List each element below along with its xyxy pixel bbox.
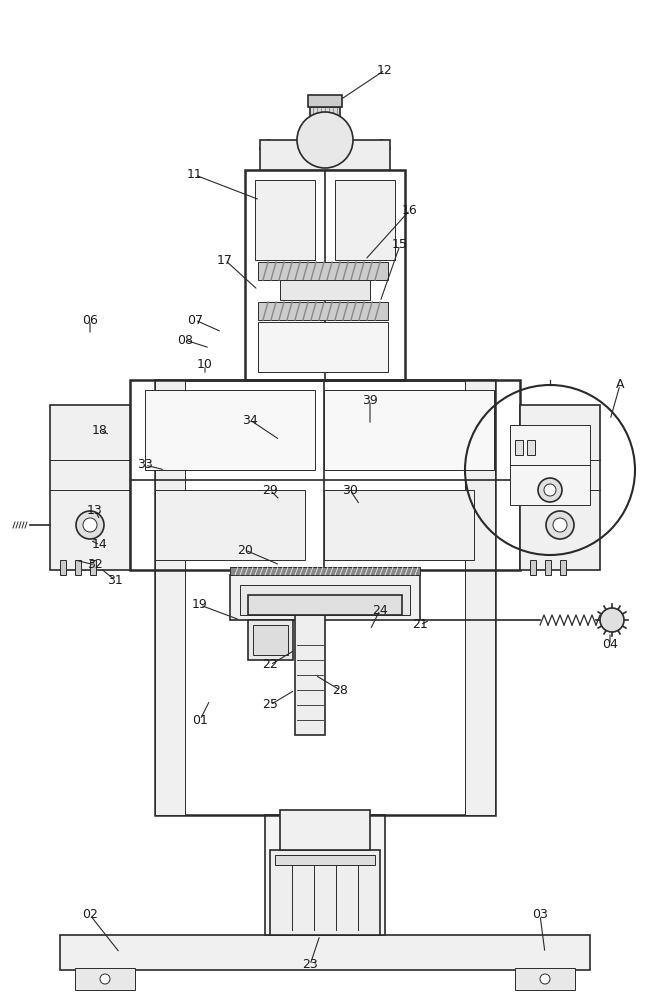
Text: 19: 19 <box>192 598 208 611</box>
Text: 13: 13 <box>87 504 103 516</box>
Text: 23: 23 <box>302 958 318 972</box>
Bar <box>90 560 96 575</box>
Bar <box>308 95 342 107</box>
Text: 20: 20 <box>237 544 253 556</box>
Bar <box>515 440 523 455</box>
Bar <box>245 170 405 380</box>
Circle shape <box>546 511 574 539</box>
Text: 22: 22 <box>262 658 278 672</box>
Text: 06: 06 <box>82 314 98 326</box>
Text: 02: 02 <box>82 908 98 922</box>
Text: 01: 01 <box>192 714 208 726</box>
Circle shape <box>76 511 104 539</box>
Bar <box>60 935 590 970</box>
Text: 15: 15 <box>392 238 408 251</box>
Text: 08: 08 <box>177 334 193 347</box>
Bar <box>324 390 494 470</box>
Text: 21: 21 <box>412 618 428 632</box>
Circle shape <box>297 112 353 168</box>
Text: 12: 12 <box>377 64 393 77</box>
Text: 11: 11 <box>187 168 203 182</box>
Text: 07: 07 <box>187 314 203 326</box>
Text: 34: 34 <box>242 414 258 426</box>
Bar <box>530 560 536 575</box>
Text: 04: 04 <box>602 639 618 652</box>
Bar <box>520 405 600 570</box>
Bar <box>75 968 135 990</box>
Text: 25: 25 <box>262 698 278 712</box>
Bar <box>255 180 315 260</box>
Circle shape <box>538 478 562 502</box>
Text: 33: 33 <box>137 458 153 472</box>
Circle shape <box>100 974 110 984</box>
Bar <box>258 322 388 372</box>
Bar <box>335 180 395 260</box>
Circle shape <box>83 518 97 532</box>
Text: 31: 31 <box>107 574 123 586</box>
Bar <box>510 425 590 505</box>
Bar <box>275 855 375 865</box>
Bar <box>240 585 410 615</box>
Text: 16: 16 <box>402 204 418 217</box>
Text: 03: 03 <box>532 908 548 922</box>
Bar <box>527 440 535 455</box>
Bar <box>560 560 566 575</box>
Bar <box>253 625 288 655</box>
Bar <box>145 390 315 470</box>
Bar <box>545 560 551 575</box>
Text: 18: 18 <box>92 424 108 436</box>
Bar <box>50 405 130 570</box>
Text: 32: 32 <box>87 558 103 572</box>
Circle shape <box>553 518 567 532</box>
Circle shape <box>540 974 550 984</box>
Bar <box>230 567 420 575</box>
Circle shape <box>600 608 624 632</box>
Circle shape <box>544 484 556 496</box>
Bar <box>465 380 495 815</box>
Bar <box>130 380 520 570</box>
Bar <box>310 107 340 142</box>
Bar <box>280 810 370 850</box>
Bar <box>260 140 390 170</box>
Text: 17: 17 <box>217 253 233 266</box>
Bar <box>265 815 385 935</box>
Bar <box>155 380 185 815</box>
Bar <box>258 262 388 280</box>
Bar <box>155 380 495 815</box>
Bar <box>248 595 402 615</box>
Bar <box>280 280 370 300</box>
Bar <box>230 575 420 620</box>
Text: 28: 28 <box>332 684 348 696</box>
Text: 39: 39 <box>362 393 378 406</box>
Text: 29: 29 <box>262 484 278 496</box>
Bar <box>270 850 380 935</box>
Bar <box>515 968 575 990</box>
Text: 24: 24 <box>372 603 388 616</box>
Bar <box>258 302 388 320</box>
Bar <box>60 560 66 575</box>
Bar <box>248 620 293 660</box>
Text: 30: 30 <box>342 484 358 496</box>
Bar <box>75 560 81 575</box>
Text: 14: 14 <box>92 538 108 552</box>
Bar <box>324 490 474 560</box>
Bar <box>155 490 305 560</box>
Bar <box>295 615 325 735</box>
Text: 10: 10 <box>197 359 213 371</box>
Text: A: A <box>616 378 624 391</box>
